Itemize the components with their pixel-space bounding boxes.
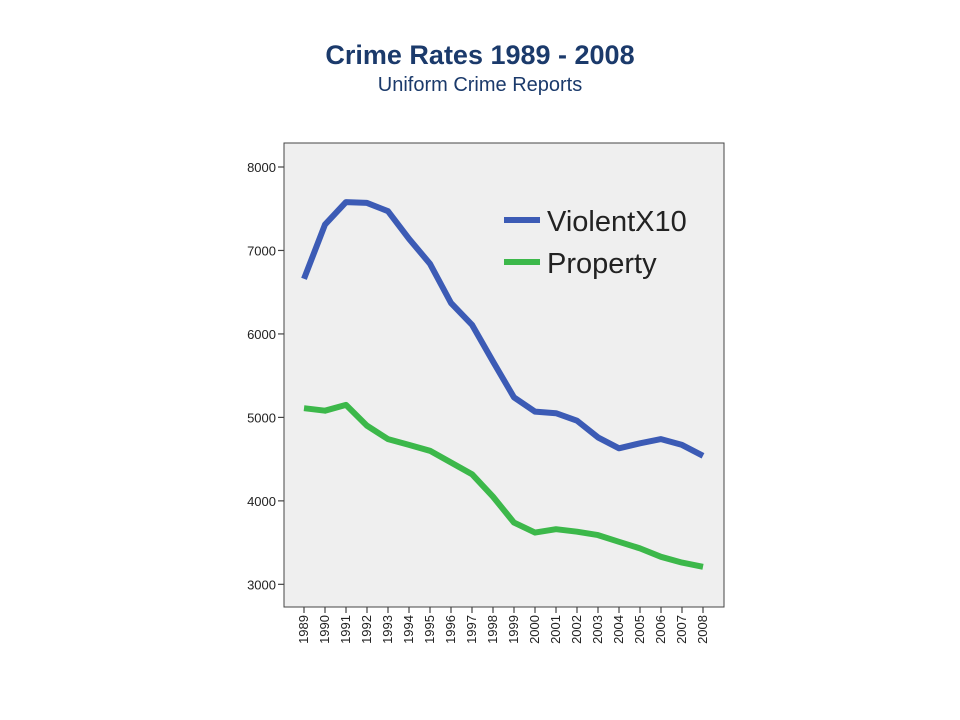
series-line-property [303, 401, 704, 570]
y-axis: 3000 4000 5000 6000 7000 8000 [247, 160, 284, 592]
y-tick-label-3: 6000 [247, 327, 276, 342]
x-tick-label-12: 2001 [548, 615, 563, 644]
y-tick-label-2: 5000 [247, 410, 276, 425]
y-tick-label-4: 7000 [247, 243, 276, 258]
x-tick-label-11: 2000 [527, 615, 542, 644]
chart-title: Crime Rates 1989 - 2008 [325, 40, 635, 70]
x-tick-label-4: 1993 [380, 615, 395, 644]
series-line-violentx10 [301, 199, 705, 459]
x-tick-label-15: 2004 [611, 615, 626, 644]
series-lines [301, 199, 705, 570]
legend-label-violentx10: ViolentX10 [547, 206, 687, 238]
x-tick-label-3: 1992 [359, 615, 374, 644]
x-tick-label-13: 2002 [569, 615, 584, 644]
y-tick-label-0: 3000 [247, 577, 276, 592]
x-tick-label-10: 1999 [506, 615, 521, 644]
x-tick-label-18: 2007 [674, 615, 689, 644]
x-tick-label-9: 1998 [485, 615, 500, 644]
chart-subtitle: Uniform Crime Reports [377, 74, 583, 96]
x-tick-label-5: 1994 [401, 615, 416, 644]
legend: ViolentX10 Property [504, 206, 687, 280]
x-tick-label-19: 2008 [695, 615, 710, 644]
x-tick-label-17: 2006 [653, 615, 668, 644]
x-tick-label-16: 2005 [632, 615, 647, 644]
x-axis: 1989 1990 1991 1992 1993 1994 1995 1996 1997 1998… [296, 607, 710, 644]
x-tick-label-14: 2003 [590, 615, 605, 644]
x-tick-label-2: 1991 [338, 615, 353, 644]
y-tick-label-5: 8000 [247, 160, 276, 175]
x-tick-label-6: 1995 [422, 615, 437, 644]
x-tick-label-0: 1989 [296, 615, 311, 644]
x-tick-label-8: 1997 [464, 615, 479, 644]
x-tick-label-7: 1996 [443, 615, 458, 644]
legend-label-property: Property [547, 248, 657, 280]
x-tick-label-1: 1990 [317, 615, 332, 644]
y-tick-label-1: 4000 [247, 494, 276, 509]
